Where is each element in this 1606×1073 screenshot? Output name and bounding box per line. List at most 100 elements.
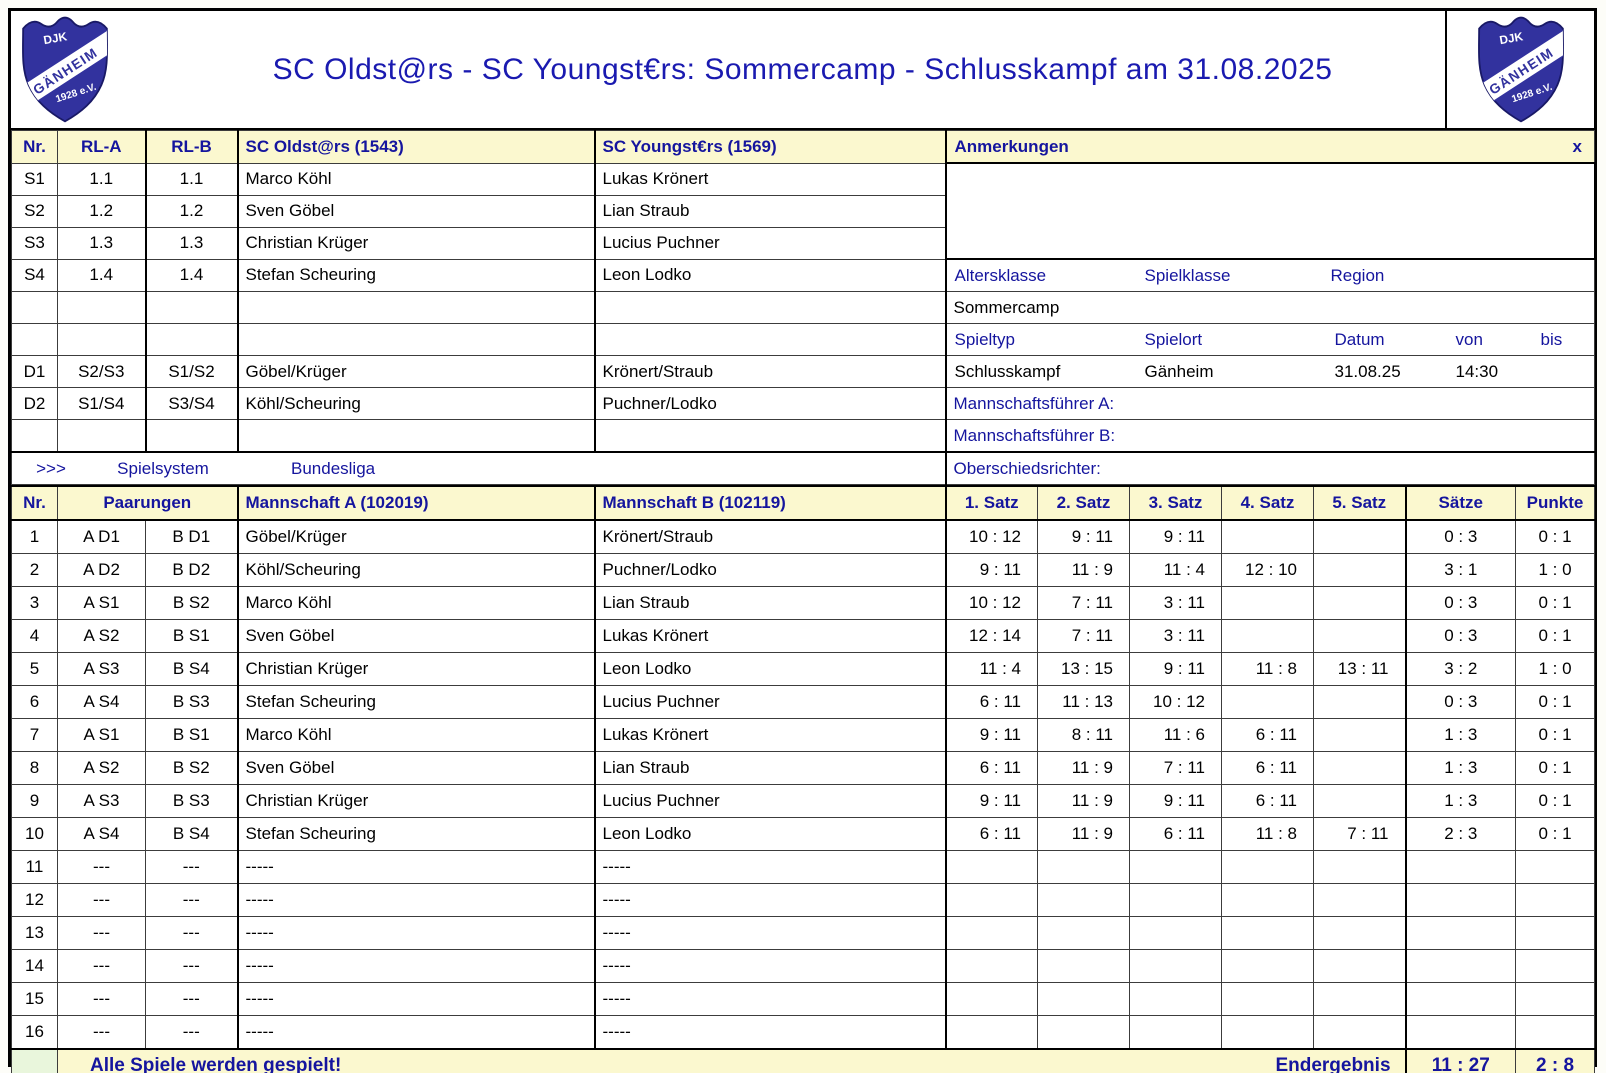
match-row-8: 8 A S2 B S2 Sven Göbel Lian Straub 6 : 1… — [11, 751, 1596, 785]
pairing-b: B S4 — [144, 652, 239, 686]
set-score: 11 : 9 — [1037, 817, 1131, 851]
col-header-punkte: Punkte — [1515, 485, 1596, 521]
match-nr: 8 — [11, 751, 58, 785]
set-score: 9 : 11 — [1037, 519, 1131, 554]
lineup-nr: S4 — [11, 258, 58, 292]
lineup-nr: D2 — [11, 387, 58, 420]
set-score: 11 : 6 — [1129, 718, 1223, 752]
referee-label: Oberschiedsrichter: — [944, 451, 1595, 485]
set-score: 11 : 9 — [1037, 784, 1131, 818]
match-player-a: Sven Göbel — [236, 751, 596, 785]
player-a — [236, 323, 595, 356]
lineup-row-d1: D1 S2/S3 S1/S2 Göbel/Krüger Krönert/Stra… — [11, 355, 1595, 388]
spieltyp-label: Spieltyp — [954, 329, 1015, 349]
von-value: 14:30 — [1455, 361, 1499, 381]
sets-result: 3 : 1 — [1404, 553, 1517, 587]
player-b: Leon Lodko — [593, 258, 946, 292]
lineup-rl-a: S1/S4 — [57, 387, 146, 420]
club-logo-left: GÄNHEIM DJK 1928 e.V. — [22, 16, 108, 123]
col-header-rl-b: RL-B — [144, 130, 238, 164]
match-row-10: 10 A S4 B S4 Stefan Scheuring Leon Lodko… — [11, 817, 1596, 851]
datum-label: Datum — [1334, 329, 1385, 349]
match-row-1: 1 A D1 B D1 Göbel/Krüger Krönert/Straub … — [11, 519, 1596, 554]
match-player-a: ----- — [236, 982, 596, 1016]
points-result: 0 : 1 — [1515, 784, 1596, 818]
pairing-a: A D1 — [57, 519, 146, 554]
pairing-b: --- — [144, 1015, 239, 1050]
set-score — [1037, 982, 1131, 1016]
set-score: 12 : 14 — [944, 619, 1039, 653]
match-player-a: Sven Göbel — [236, 619, 596, 653]
set-score — [944, 850, 1039, 884]
col-header-mannschaft-a: Mannschaft A (102019) — [236, 485, 596, 521]
col-header-satz-5: 5. Satz — [1313, 485, 1407, 521]
lineup-rl-a: S2/S3 — [57, 355, 146, 388]
set-score — [944, 982, 1039, 1016]
club-logo-right: GÄNHEIM DJK 1928 e.V. — [1477, 16, 1564, 123]
pairing-b: B S3 — [144, 685, 239, 719]
sets-result: 0 : 3 — [1404, 685, 1517, 719]
points-result: 0 : 1 — [1515, 519, 1596, 554]
lineup-rl-b: 1.3 — [144, 226, 238, 260]
points-result — [1515, 916, 1596, 950]
player-a — [236, 419, 595, 453]
match-player-b: ----- — [593, 982, 947, 1016]
footer-green-cell — [11, 1048, 58, 1073]
pairing-a: --- — [57, 1015, 146, 1050]
player-b: Lucius Puchner — [593, 226, 946, 260]
lineup-row-d2: D2 S1/S4 S3/S4 Köhl/Scheuring Puchner/Lo… — [11, 387, 1595, 420]
match-player-b: Leon Lodko — [593, 652, 947, 686]
lineup-rl-b: 1.1 — [144, 162, 238, 196]
set-score — [1221, 519, 1315, 554]
set-score — [1313, 982, 1407, 1016]
doubles-b: Krönert/Straub — [593, 355, 946, 388]
pairing-a: --- — [57, 982, 146, 1016]
spielsystem-arrows: >>> — [36, 458, 66, 478]
match-player-a: Christian Krüger — [236, 652, 596, 686]
points-result — [1515, 982, 1596, 1016]
match-nr: 4 — [11, 619, 58, 653]
set-score: 6 : 11 — [1129, 817, 1223, 851]
sets-result: 0 : 3 — [1404, 619, 1517, 653]
set-score — [1037, 850, 1131, 884]
col-header-satz-2: 2. Satz — [1037, 485, 1131, 521]
spielsystem-value: Bundesliga — [291, 458, 376, 478]
pairing-a: --- — [57, 883, 146, 917]
altersklasse-label: Altersklasse — [954, 265, 1047, 285]
set-score: 11 : 8 — [1221, 817, 1315, 851]
lineup-nr — [11, 323, 58, 356]
pairing-a: A S1 — [57, 718, 146, 752]
lineup-row-s1: S1 1.1 1.1 Marco Köhl Lukas Krönert — [11, 162, 1596, 260]
match-nr: 2 — [11, 553, 58, 587]
match-row-11: 11 --- --- ----- ----- — [11, 850, 1596, 884]
set-score — [1313, 850, 1407, 884]
set-score: 10 : 12 — [944, 586, 1039, 620]
info-class-labels-row: Altersklasse Spielklasse Region — [944, 258, 1595, 292]
set-score: 7 : 11 — [1037, 586, 1131, 620]
player-b — [593, 419, 946, 453]
points-result: 1 : 0 — [1515, 652, 1596, 686]
doubles-b: Puchner/Lodko — [593, 387, 946, 420]
set-score: 12 : 10 — [1221, 553, 1315, 587]
set-score: 9 : 11 — [1129, 519, 1223, 554]
set-score — [1313, 553, 1407, 587]
lineup-nr: S3 — [11, 226, 58, 260]
footer-note: Alle Spiele werden gespielt! — [90, 1055, 342, 1073]
match-nr: 16 — [11, 1015, 58, 1050]
match-player-a: ----- — [236, 1015, 596, 1050]
match-row-5: 5 A S3 B S4 Christian Krüger Leon Lodko … — [11, 652, 1596, 686]
player-a: Sven Göbel — [236, 194, 595, 228]
report-frame: SC Oldst@rs - SC Youngst€rs: Sommercamp … — [8, 8, 1597, 1073]
set-score — [1313, 751, 1407, 785]
set-score — [944, 883, 1039, 917]
match-player-a: Stefan Scheuring — [236, 685, 596, 719]
footer-row: Alle Spiele werden gespielt! Endergebnis… — [11, 1048, 1596, 1073]
set-score — [1221, 586, 1315, 620]
lineup-row-empty-3: Mannschaftsführer B: — [11, 419, 1595, 453]
spielklasse-label: Spielklasse — [1144, 265, 1231, 285]
match-player-a: Marco Köhl — [236, 718, 596, 752]
endergebnis-label: Endergebnis — [1275, 1055, 1391, 1073]
player-b: Lukas Krönert — [593, 162, 946, 196]
sets-result: 1 : 3 — [1404, 784, 1517, 818]
match-nr: 15 — [11, 982, 58, 1016]
